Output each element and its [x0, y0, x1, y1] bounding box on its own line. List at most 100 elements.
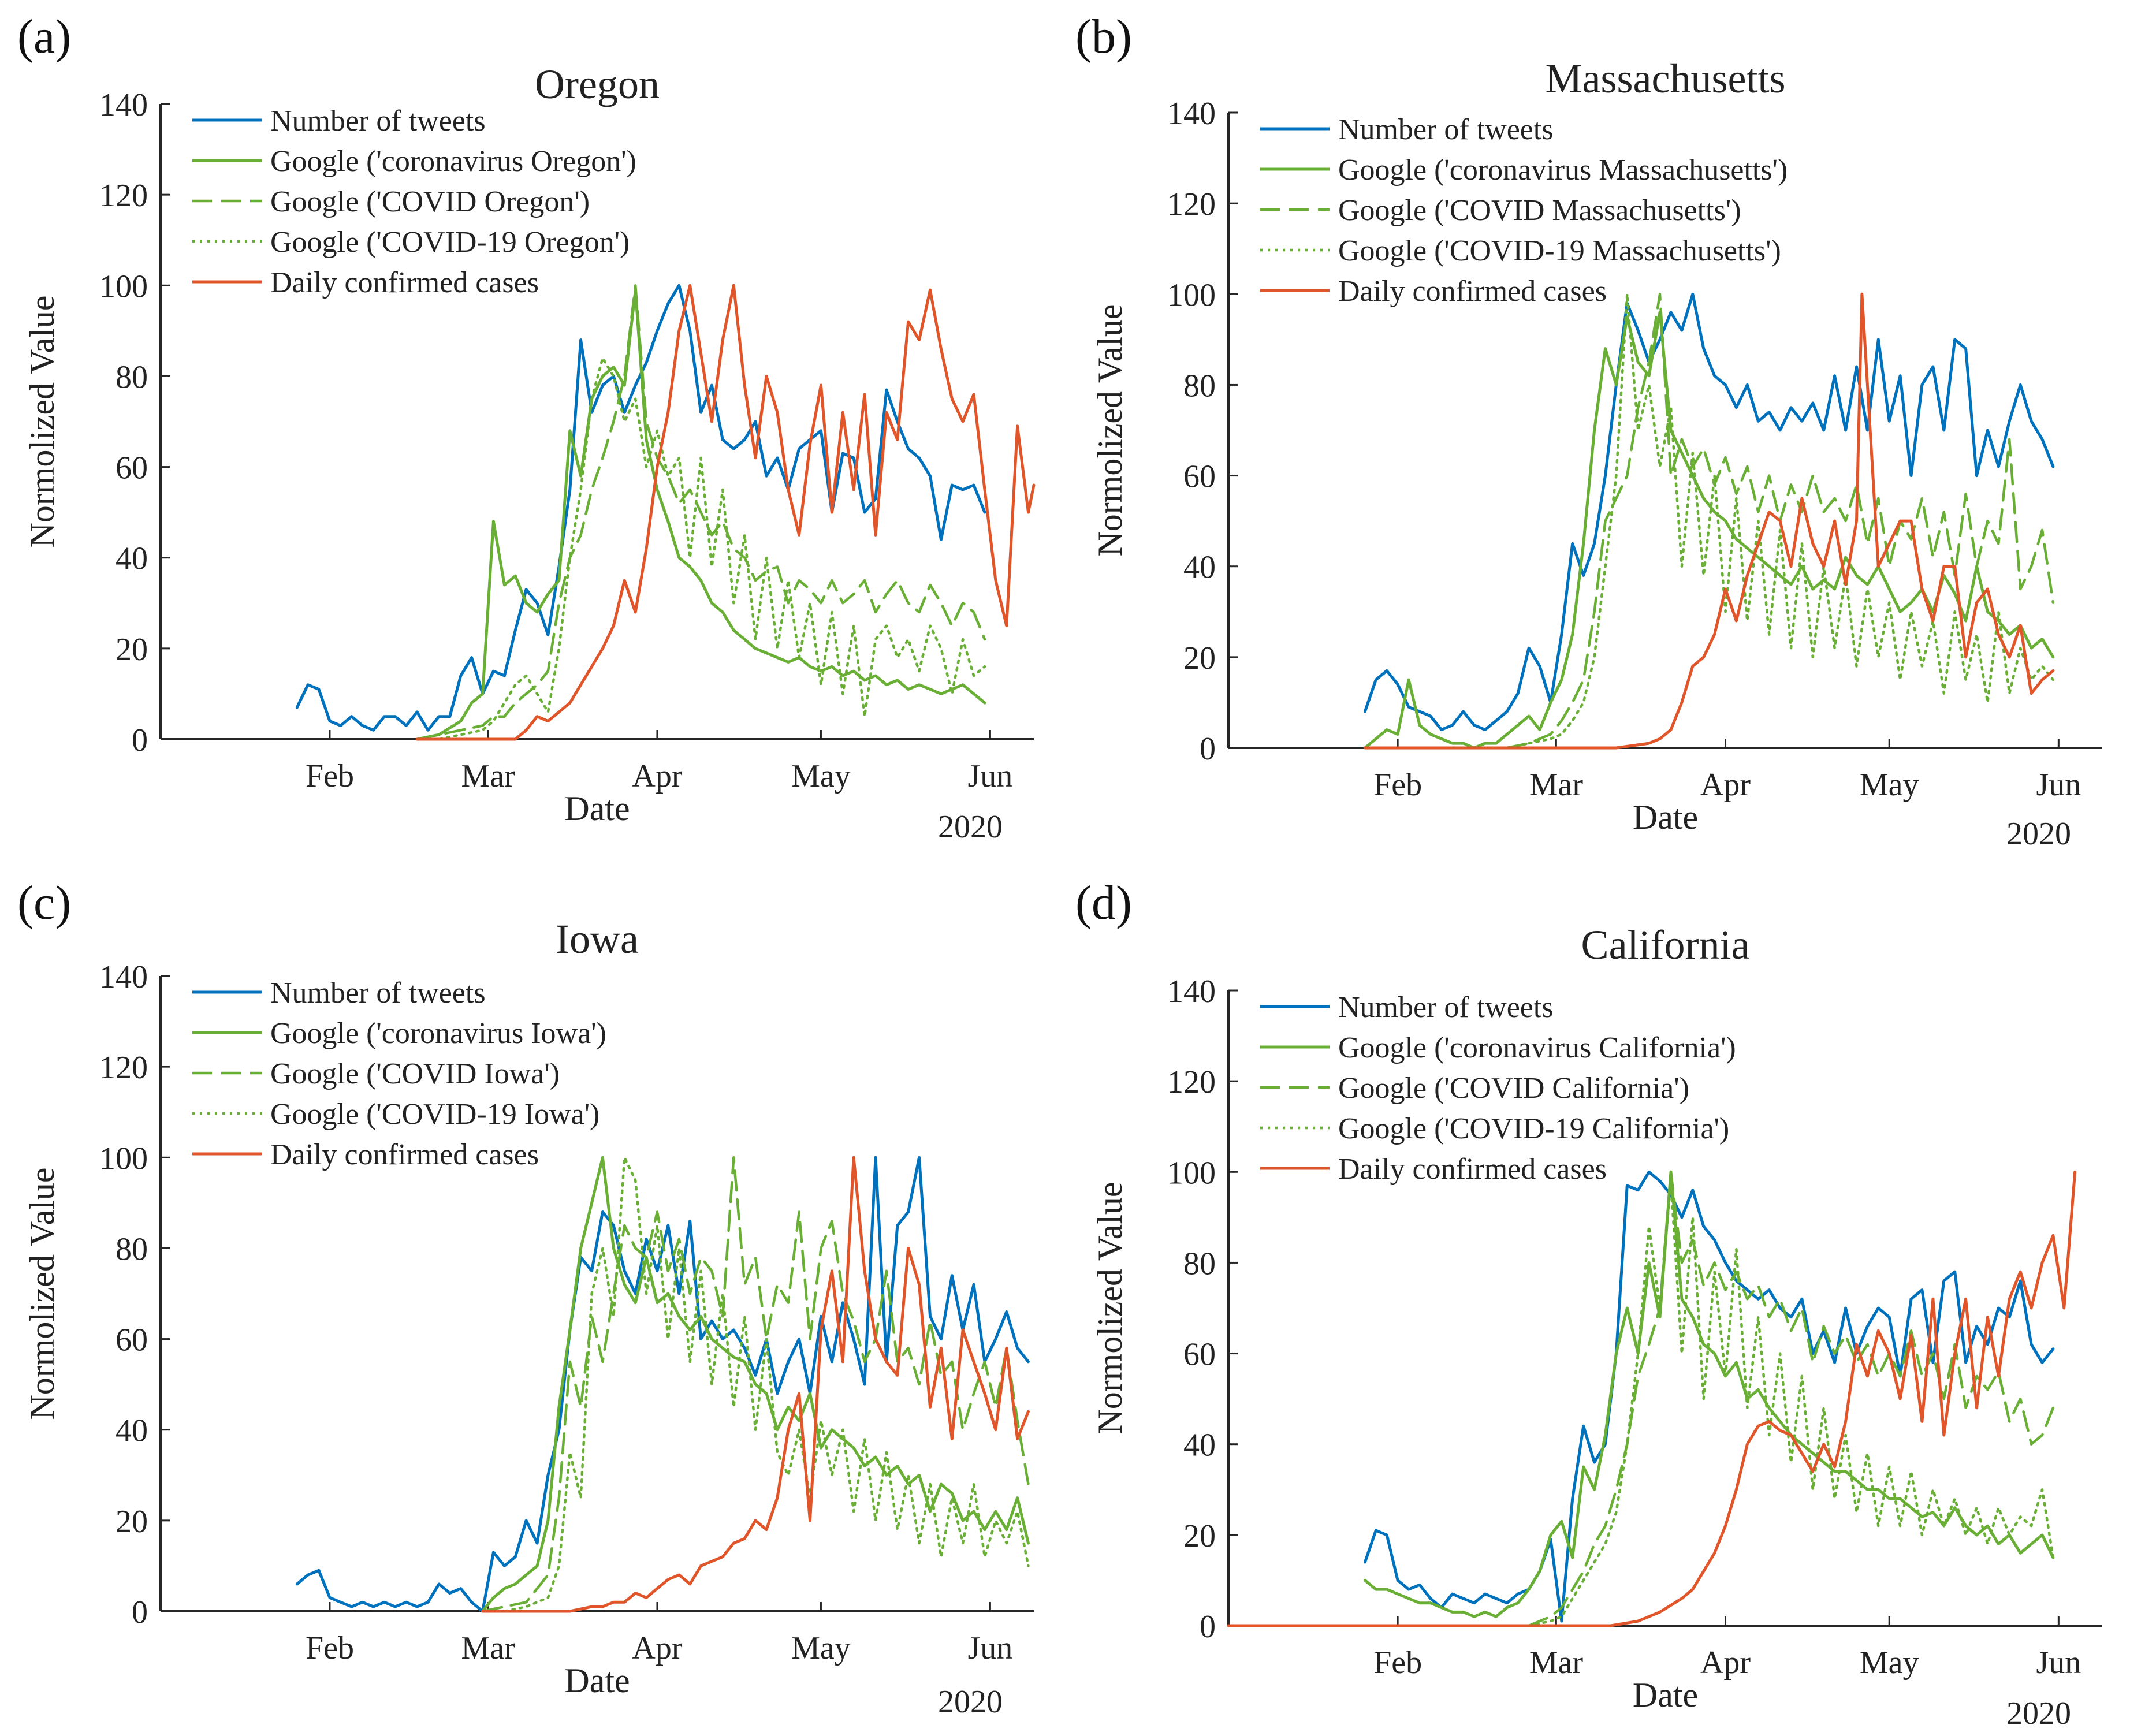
y-axis-label: Normolized Value — [23, 295, 61, 547]
y-tick-label: 20 — [116, 1504, 148, 1540]
chart-title: Massachusetts — [1546, 55, 1786, 102]
x-axis-label: Date — [1633, 798, 1698, 836]
year-label: 2020 — [938, 809, 1003, 845]
y-tick-label: 140 — [1167, 974, 1216, 1009]
y-tick-label: 40 — [1183, 1428, 1216, 1463]
series-line-4 — [1363, 292, 2055, 750]
series-line-1 — [481, 1156, 1030, 1613]
panel-label-c: (c) — [17, 876, 72, 930]
x-tick-label: Feb — [1373, 1645, 1422, 1681]
x-tick-label: Mar — [461, 758, 515, 794]
y-tick-label: 140 — [99, 959, 148, 995]
y-axis-label: Normolized Value — [1091, 1182, 1129, 1434]
x-tick-label: Jun — [2036, 767, 2081, 803]
legend-label: Number of tweets — [270, 105, 486, 137]
legend-label: Google ('COVID Iowa') — [270, 1057, 560, 1090]
y-tick-label: 80 — [1183, 1246, 1216, 1281]
x-axis-label: Date — [1633, 1676, 1698, 1714]
legend-label: Number of tweets — [270, 977, 486, 1009]
x-tick-label: May — [791, 1630, 851, 1666]
legend-label: Google ('coronavirus California') — [1338, 1031, 1736, 1064]
y-tick-label: 60 — [116, 450, 148, 486]
x-axis-label: Date — [564, 1662, 630, 1700]
legend-label: Google ('COVID-19 California') — [1338, 1112, 1729, 1145]
x-tick-label: Apr — [632, 758, 682, 794]
x-tick-label: May — [1860, 1645, 1919, 1681]
chart-title: Iowa — [556, 916, 639, 962]
x-tick-label: Jun — [2036, 1645, 2081, 1681]
legend-label: Google ('coronavirus Oregon') — [270, 145, 636, 178]
y-tick-label: 100 — [1167, 277, 1216, 313]
y-tick-label: 120 — [1167, 1064, 1216, 1100]
x-tick-label: Apr — [1700, 1645, 1751, 1681]
chart-title: Oregon — [535, 61, 660, 107]
y-tick-label: 140 — [99, 87, 148, 123]
y-tick-label: 40 — [116, 541, 148, 577]
y-tick-label: 40 — [1183, 550, 1216, 586]
y-tick-label: 20 — [1183, 1518, 1216, 1554]
x-tick-label: Apr — [1700, 767, 1751, 803]
panel-california: 0 20 40 60 80 100 120 140 Feb Mar Apr May Jun Califor… — [1091, 922, 2102, 1731]
x-tick-label: Mar — [1529, 1645, 1584, 1681]
series-line-4 — [415, 284, 1036, 741]
y-tick-label: 100 — [99, 1141, 148, 1176]
y-tick-label: 0 — [1200, 1609, 1216, 1645]
y-tick-label: 0 — [1200, 731, 1216, 767]
y-tick-label: 0 — [132, 1595, 148, 1630]
x-tick-label: Mar — [461, 1630, 515, 1666]
panel-oregon: 0 20 40 60 80 100 120 140 Feb Mar Apr May Jun Oregon D… — [23, 61, 1036, 845]
x-tick-label: May — [1860, 767, 1919, 803]
legend-label: Daily confirmed cases — [1338, 1153, 1607, 1186]
y-tick-label: 80 — [116, 359, 148, 395]
y-tick-label: 140 — [1167, 96, 1216, 132]
series-line-1 — [1363, 1170, 2055, 1618]
x-tick-label: Jun — [968, 1630, 1013, 1666]
y-tick-label: 20 — [116, 632, 148, 668]
y-tick-label: 120 — [99, 1050, 148, 1086]
legend-label: Google ('COVID Massachusetts') — [1338, 194, 1741, 227]
panel-label-d: (d) — [1075, 876, 1132, 930]
y-tick-label: 100 — [99, 269, 148, 304]
panel-iowa: 0 20 40 60 80 100 120 140 Feb Mar Apr May Jun Iowa Dat… — [23, 916, 1034, 1720]
legend-label: Google ('COVID-19 Iowa') — [270, 1098, 599, 1131]
y-tick-label: 80 — [116, 1231, 148, 1267]
y-axis-label: Normolized Value — [1091, 304, 1129, 556]
legend-label: Google ('COVID Oregon') — [270, 185, 590, 218]
x-tick-label: Jun — [968, 758, 1013, 794]
y-tick-label: 60 — [116, 1323, 148, 1358]
x-tick-label: Feb — [306, 758, 354, 794]
y-tick-label: 120 — [99, 178, 148, 214]
series-line-3 — [1506, 293, 2055, 750]
chart-title: California — [1581, 922, 1750, 968]
series-line-3 — [1527, 1179, 2055, 1627]
legend-label: Daily confirmed cases — [270, 266, 539, 299]
y-tick-label: 20 — [1183, 640, 1216, 676]
legend-label: Google ('coronavirus Iowa') — [270, 1017, 606, 1050]
legend-label: Number of tweets — [1338, 113, 1554, 146]
year-label: 2020 — [938, 1684, 1003, 1720]
y-tick-label: 0 — [132, 722, 148, 758]
x-tick-label: Feb — [306, 1630, 354, 1666]
series-line-2 — [1506, 293, 2055, 750]
legend-label: Google ('coronavirus Massachusetts') — [1338, 154, 1788, 187]
y-tick-label: 60 — [1183, 459, 1216, 495]
panel-label-a: (a) — [17, 10, 72, 64]
series-line-0 — [1363, 1170, 2055, 1623]
legend-label: Number of tweets — [1338, 991, 1554, 1024]
x-axis-label: Date — [564, 789, 630, 828]
series-line-1 — [415, 288, 986, 741]
y-tick-label: 120 — [1167, 187, 1216, 222]
legend-label: Google ('COVID-19 Massachusetts') — [1338, 234, 1781, 267]
y-tick-label: 40 — [116, 1413, 148, 1449]
series-line-3 — [415, 356, 986, 741]
x-tick-label: May — [791, 758, 851, 794]
panel-label-b: (b) — [1075, 10, 1132, 64]
legend-label: Daily confirmed cases — [270, 1138, 539, 1171]
y-tick-label: 60 — [1183, 1337, 1216, 1373]
year-label: 2020 — [2006, 816, 2071, 852]
series-line-4 — [1227, 1170, 2077, 1627]
x-tick-label: Apr — [632, 1630, 682, 1666]
legend-label: Google ('COVID-19 Oregon') — [270, 226, 630, 259]
